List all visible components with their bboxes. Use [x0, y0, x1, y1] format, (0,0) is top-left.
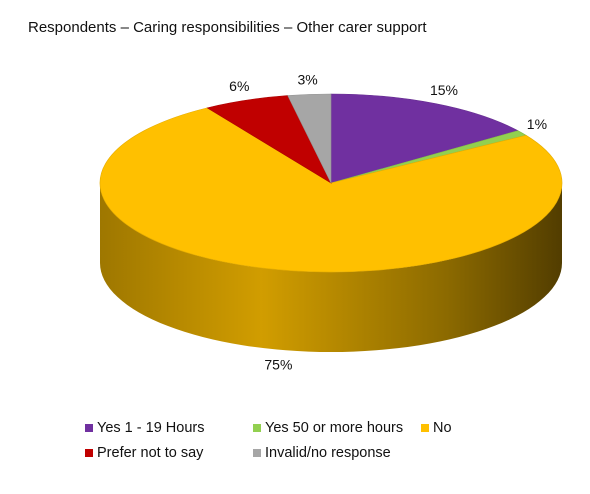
data-label-1: 1%	[527, 116, 547, 132]
chart-title: Respondents – Caring responsibilities – …	[28, 19, 427, 36]
data-label-3: 6%	[229, 78, 249, 94]
pie-side-walls	[100, 183, 562, 352]
data-label-4: 3%	[297, 72, 317, 88]
pie-top-faces	[99, 93, 563, 273]
pie-slice-4	[287, 93, 332, 184]
data-label-2: 75%	[264, 357, 292, 373]
pie-data-labels: 15% 1% 75% 6% 3%	[229, 72, 547, 373]
pie-slice-0	[330, 93, 519, 184]
pie-slice-side-2	[100, 183, 562, 352]
data-label-0: 15%	[430, 82, 458, 98]
pie-slice-2	[99, 107, 563, 273]
